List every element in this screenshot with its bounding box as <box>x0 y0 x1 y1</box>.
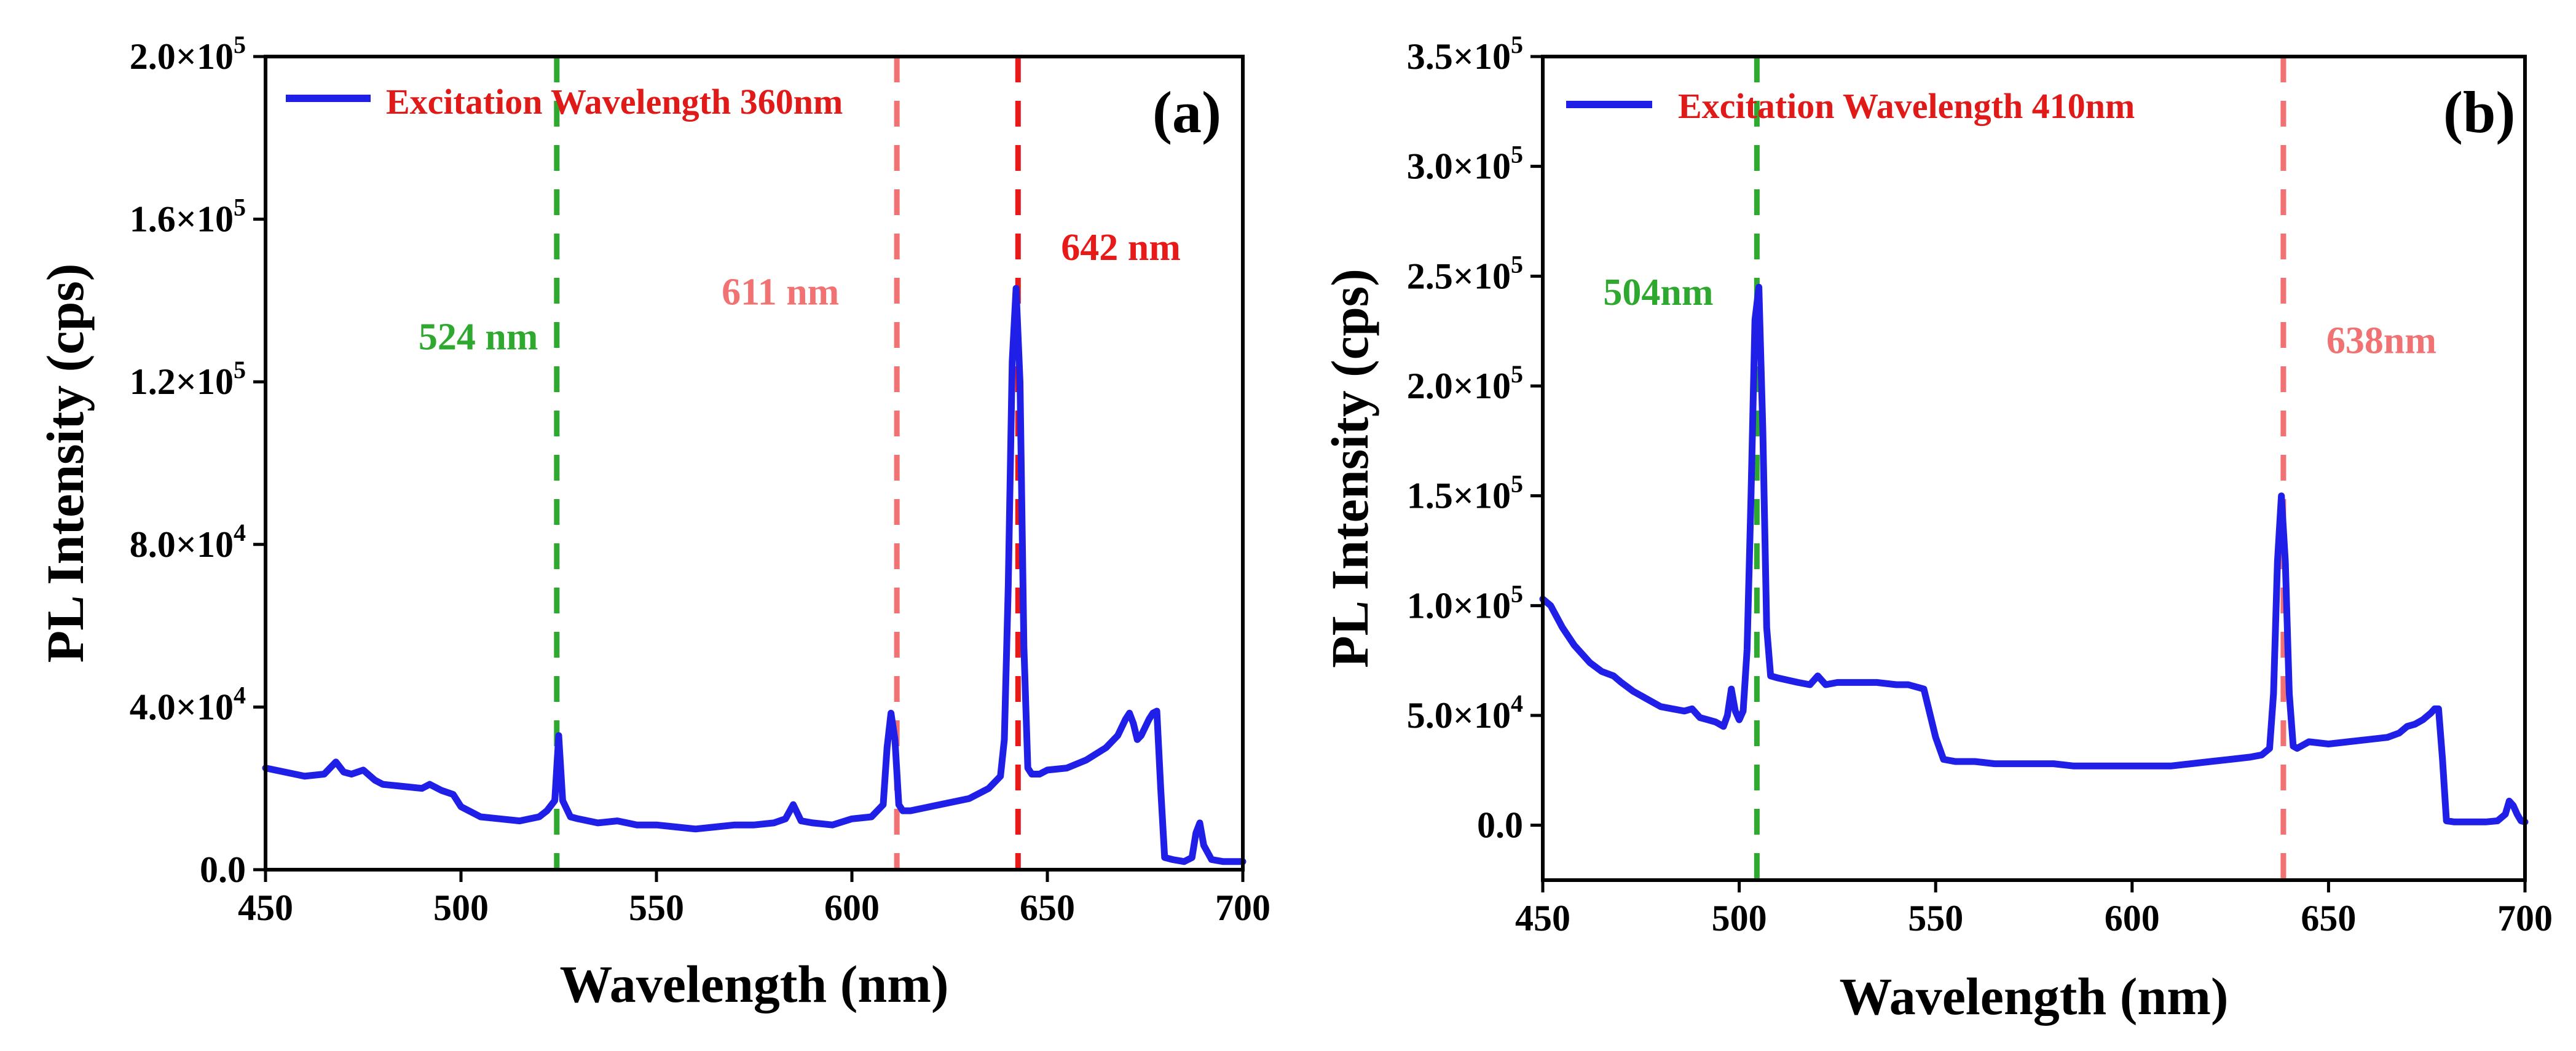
panel-b-series-line-0 <box>1539 283 2529 825</box>
panel-a-marker-label-1: 611 nm <box>722 272 839 313</box>
panel-a-plot-frame <box>264 55 1245 872</box>
panel-b-y-tick-label-7: 3.5×105 <box>1407 31 1523 77</box>
panel-a-marker-label-2: 642 nm <box>1061 227 1181 269</box>
panel-a-x-tick-label-4: 650 <box>1020 888 1075 928</box>
panel-a-x-tick-label-2: 550 <box>629 888 684 928</box>
panel-a-y-tick-label-1: 4.0×104 <box>130 681 246 727</box>
panel-b-x-tick-label-5: 700 <box>2497 898 2553 939</box>
panel-b-y-tick-label-5: 2.5×105 <box>1407 250 1523 296</box>
panel-a-y-tick-label-0: 0.0 <box>200 849 246 890</box>
panel-b-y-tick-label-2: 1.0×105 <box>1407 580 1523 626</box>
panel-a-legend: Excitation Wavelength 360nm <box>286 82 843 122</box>
panel-a-y-tick-label-3: 1.2×105 <box>130 356 246 402</box>
panel-b-y-tick-label-4: 2.0×105 <box>1407 360 1523 406</box>
panel-b-x-tick-label-1: 500 <box>1712 898 1767 939</box>
panel-b-marker-label-1: 638nm <box>2326 320 2436 361</box>
panel-a-marker-label-0: 524 nm <box>419 316 538 358</box>
panel-b-x-axis-title: Wavelength (nm) <box>1839 967 2228 1026</box>
panel-a-x-axis-title: Wavelength (nm) <box>559 955 948 1014</box>
panel-b-y-tick-label-0: 0.0 <box>1477 805 1523 846</box>
panel-a-y-axis-title: PL Intensity (cps) <box>36 264 95 663</box>
panel-a-plot-layer: 524 nm 611 nm 642 nm 450 500 550 600 650 700 0.0 4… <box>130 31 1270 928</box>
panel-a: 524 nm 611 nm 642 nm 450 500 550 600 650 700 0.0 4… <box>36 31 1270 1014</box>
panel-a-y-tick-label-5: 2.0×105 <box>130 31 246 77</box>
panel-b-y-tick-label-6: 3.0×105 <box>1407 141 1523 187</box>
panel-a-y-tick-label-4: 1.6×105 <box>130 194 246 240</box>
panel-a-x-tick-label-1: 500 <box>433 888 489 928</box>
panel-a-legend-label: Excitation Wavelength 360nm <box>386 82 843 122</box>
panel-b: 504nm 638nm 450 500 550 600 650 700 0.0 5.0×104 1.… <box>1320 31 2553 1026</box>
panel-b-plot-layer: 504nm 638nm 450 500 550 600 650 700 0.0 5.0×104 1.… <box>1407 31 2553 939</box>
panel-a-x-tick-label-0: 450 <box>238 888 293 928</box>
panel-b-y-axis-title: PL Intensity (cps) <box>1320 269 1379 668</box>
panel-b-label: (b) <box>2443 79 2515 145</box>
panel-b-x-tick-label-2: 550 <box>1908 898 1963 939</box>
panel-a-x-tick-label-3: 600 <box>824 888 880 928</box>
panel-b-y-tick-label-1: 5.0×104 <box>1407 690 1523 736</box>
panel-a-series-line-0 <box>262 285 1247 865</box>
panel-a-label: (a) <box>1152 79 1221 145</box>
panel-b-plot-frame <box>1541 55 2527 882</box>
panel-b-x-tick-label-0: 450 <box>1515 898 1570 939</box>
panel-b-x-tick-label-4: 650 <box>2301 898 2356 939</box>
panel-b-x-tick-label-3: 600 <box>2105 898 2160 939</box>
panel-b-marker-label-0: 504nm <box>1603 272 1713 313</box>
panel-a-x-tick-label-5: 700 <box>1215 888 1270 928</box>
panel-b-legend: Excitation Wavelength 410nm <box>1566 86 2135 126</box>
panel-b-legend-label: Excitation Wavelength 410nm <box>1678 86 2135 126</box>
panel-b-y-tick-label-3: 1.5×105 <box>1407 470 1523 516</box>
panel-a-y-tick-label-2: 8.0×104 <box>130 519 246 565</box>
